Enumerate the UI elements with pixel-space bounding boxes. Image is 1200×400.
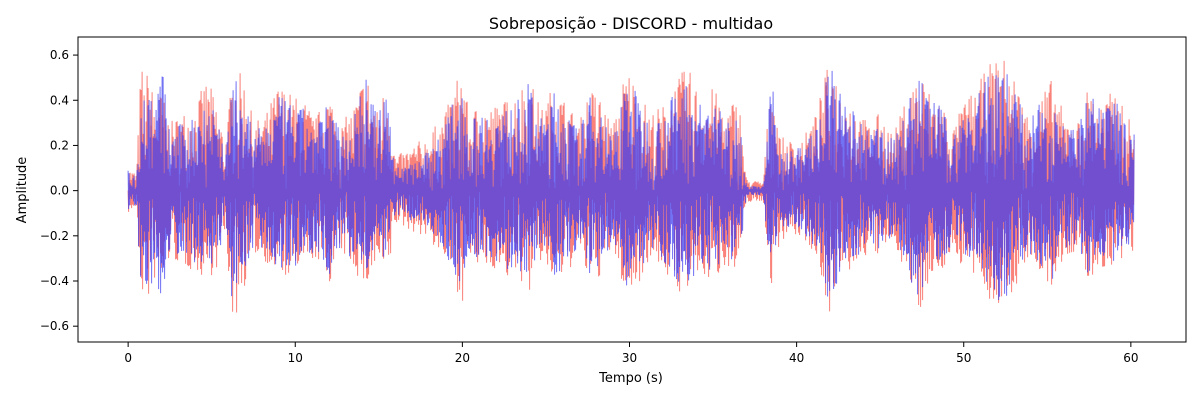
x-axis-label: Tempo (s) xyxy=(598,371,663,386)
y-tick-label: 0.0 xyxy=(50,184,69,198)
y-tick-label: 0.4 xyxy=(50,93,69,107)
x-axis: 0 10 20 30 40 50 60 xyxy=(124,342,1138,365)
x-tick-label: 20 xyxy=(455,351,470,365)
y-tick-label: −0.2 xyxy=(40,229,69,243)
plot-area-frame xyxy=(77,36,1187,343)
x-tick-label: 10 xyxy=(288,351,303,365)
x-tick-label: 40 xyxy=(789,351,804,365)
y-tick-label: 0.2 xyxy=(50,138,69,152)
x-tick-label: 0 xyxy=(124,351,132,365)
y-tick-label: −0.6 xyxy=(40,319,69,333)
y-tick-label: −0.4 xyxy=(40,274,69,288)
y-axis-label: Amplitude xyxy=(15,157,30,224)
y-axis: −0.6 −0.4 −0.2 0.0 0.2 0.4 0.6 xyxy=(40,48,78,333)
x-tick-label: 60 xyxy=(1123,351,1138,365)
x-tick-label: 50 xyxy=(956,351,971,365)
x-tick-label: 30 xyxy=(622,351,637,365)
y-tick-label: 0.6 xyxy=(50,48,69,62)
chart-title: Sobreposição - DISCORD - multidao xyxy=(489,14,773,33)
series-layer xyxy=(127,60,1135,313)
waveform-series-2 xyxy=(127,70,1135,301)
